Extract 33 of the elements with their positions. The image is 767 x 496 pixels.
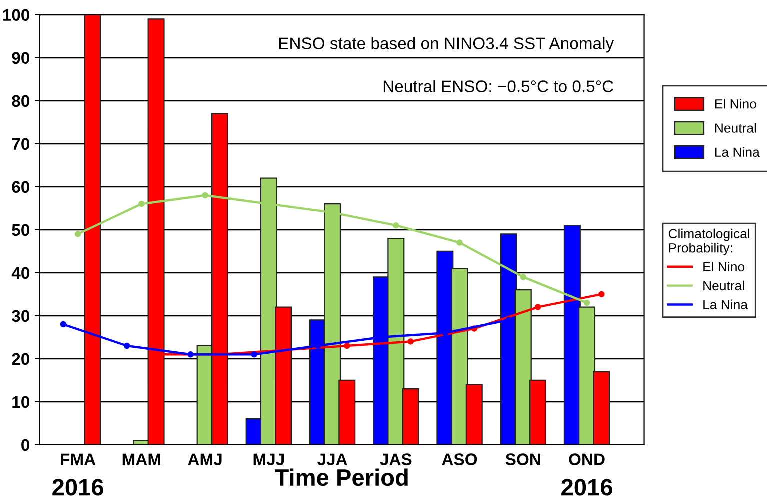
legend-label: Neutral (704, 280, 744, 291)
bar (84, 14, 102, 445)
x-tick-label: JJA (318, 454, 348, 466)
x-tick-label: MAM (122, 454, 160, 466)
y-tick-label: 100 (3, 9, 30, 22)
legend-label: El Nino (716, 99, 756, 109)
legend-label: El Nino (704, 262, 745, 272)
legend-title: Climatological Probability: (668, 228, 750, 256)
x-tick-label: JAS (380, 454, 412, 466)
x-tick-label: OND (569, 454, 605, 466)
x-tick-label: AMJ (188, 454, 222, 466)
legend-label: Neutral (716, 123, 756, 133)
legend-label: La Nina (716, 147, 760, 158)
x-tick-label: MJJ (254, 454, 284, 466)
y-tick-label: 70 (12, 138, 30, 150)
annotation: Neutral ENSO: −0.5°C to 0.5°C (384, 80, 614, 92)
x-tick-label: ASO (442, 454, 478, 466)
legend-label: La Nina (704, 300, 748, 310)
x-axis-title: Time Period (274, 468, 408, 486)
y-tick-label: 10 (12, 396, 30, 408)
annotation: ENSO state based on NINO3.4 SST Anomaly (279, 37, 614, 53)
text: 2016 (562, 479, 612, 496)
x-tick-label: FMA (61, 454, 96, 466)
text: 2016 (52, 479, 104, 496)
y-tick-label: 50 (12, 224, 30, 236)
x-tick-label: SON (506, 454, 540, 466)
y-tick-label: 30 (12, 310, 30, 322)
y-tick-label: 80 (12, 95, 30, 108)
y-tick-label: 60 (12, 181, 30, 194)
y-tick-label: 20 (12, 353, 30, 366)
y-tick-label: 40 (12, 267, 30, 280)
y-tick-label: 0 (22, 439, 30, 452)
y-tick-label: 90 (12, 52, 30, 64)
